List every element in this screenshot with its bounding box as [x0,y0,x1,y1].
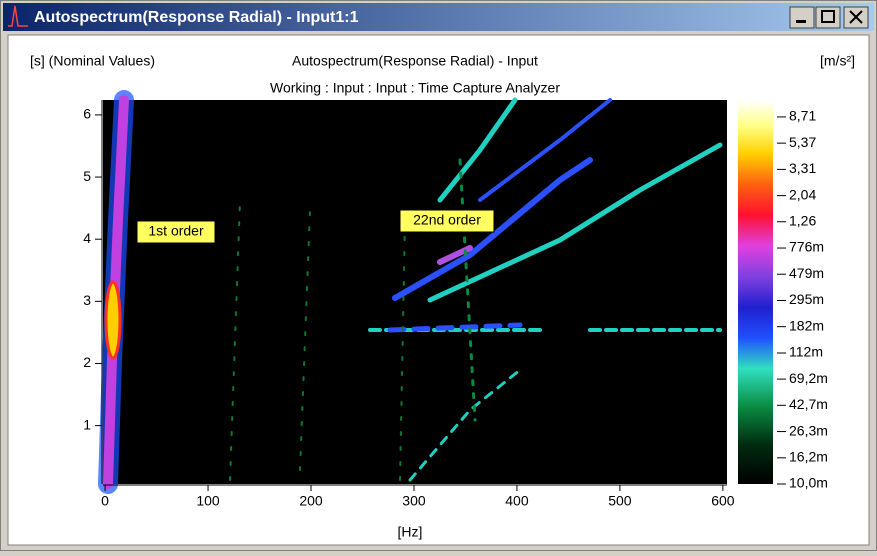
x-tick-label: 0 [101,493,109,509]
x-tick-label: 500 [608,493,632,509]
close-icon [849,10,863,24]
window-title: Autospectrum(Response Radial) - Input1:1 [34,9,359,26]
colorbar-tick-label: 3,31 [789,160,816,176]
colorbar-label: [m/s²] [820,53,855,69]
colorbar-tick-label: 5,37 [789,134,816,150]
streak [427,142,723,303]
colorbar-tick-label: 295m [789,291,824,307]
minimize-button[interactable] [789,6,815,29]
annotation-box [399,209,495,233]
window-buttons [789,6,869,29]
spectrogram-image [98,90,723,494]
streak [229,199,406,481]
colorbar-tick-label: 1,26 [789,212,816,228]
x-tick-label: 200 [299,493,323,509]
streak [437,97,518,203]
minimize-icon [796,20,806,23]
colorbar-tick-label: 26,3m [789,422,828,438]
colorbar [738,100,773,484]
x-tick-label: 400 [505,493,529,509]
colorbar-tick-label: 479m [789,265,824,281]
colorbar-tick-label: 16,2m [789,449,828,465]
annotation: 22nd order [413,212,481,228]
plot-area [103,100,727,484]
y-tick-label: 6 [83,106,91,122]
chart-subtitle: Working : Input : Input : Time Capture A… [270,80,560,96]
colorbar-tick-label: 69,2m [789,370,828,386]
colorbar-tick-label: 776m [789,239,824,255]
streak [458,158,477,422]
x-tick-label: 300 [402,493,426,509]
streak [478,98,612,202]
colorbar-tick-label: 10,0m [789,475,828,491]
y-tick-label: 1 [83,416,91,432]
annotations: 1st order 22nd order [136,209,495,244]
streak [408,368,522,482]
app-icon [8,5,28,27]
colorbar-tick-label: 8,71 [789,108,816,124]
streak [392,157,593,301]
colorbar-tick-label: 42,7m [789,396,828,412]
x-tick-label: 600 [711,493,735,509]
streak [387,322,523,333]
chart-title: Autospectrum(Response Radial) - Input [292,53,538,69]
colorbar-tick-label: 182m [789,317,824,333]
y-tick-label: 4 [83,230,91,246]
order-band-peak [104,280,122,360]
y-tick-label: 3 [83,292,91,308]
title-bar [3,3,874,31]
x-tick-label: 100 [196,493,220,509]
y-axis-label: [s] (Nominal Values) [30,53,155,69]
maximize-icon [821,10,835,23]
annotation: 1st order [148,223,204,239]
colorbar-tick-label: 2,04 [789,186,816,202]
annotation-box [136,220,216,244]
y-tick-label: 5 [83,168,91,184]
y-tick-label: 2 [83,354,91,370]
x-axis-label: [Hz] [398,524,423,540]
colorbar-tick-label: 112m [789,344,823,360]
